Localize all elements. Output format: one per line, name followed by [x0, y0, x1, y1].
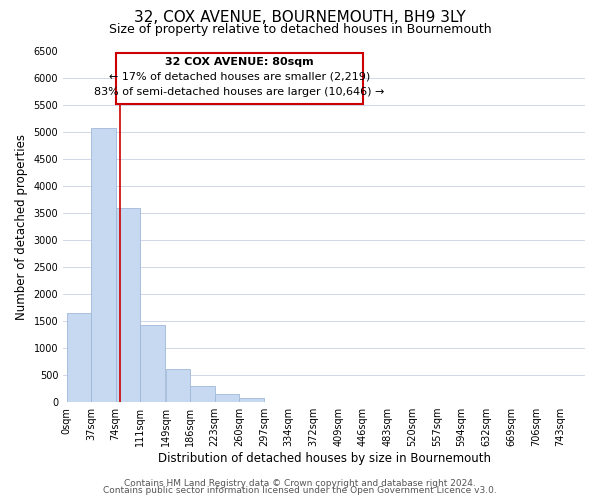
Bar [116, 208, 140, 402]
Bar [91, 128, 116, 402]
Bar [166, 369, 190, 402]
X-axis label: Distribution of detached houses by size in Bournemouth: Distribution of detached houses by size … [158, 452, 491, 465]
Text: 32, COX AVENUE, BOURNEMOUTH, BH9 3LY: 32, COX AVENUE, BOURNEMOUTH, BH9 3LY [134, 10, 466, 25]
Text: Contains public sector information licensed under the Open Government Licence v3: Contains public sector information licen… [103, 486, 497, 495]
Bar [67, 313, 91, 402]
Text: 32 COX AVENUE: 80sqm: 32 COX AVENUE: 80sqm [165, 57, 314, 67]
Bar [239, 398, 264, 402]
Bar [116, 52, 363, 104]
Text: Contains HM Land Registry data © Crown copyright and database right 2024.: Contains HM Land Registry data © Crown c… [124, 478, 476, 488]
Bar [190, 386, 215, 402]
Text: 83% of semi-detached houses are larger (10,646) →: 83% of semi-detached houses are larger (… [94, 87, 385, 97]
Bar [140, 326, 165, 402]
Text: ← 17% of detached houses are smaller (2,219): ← 17% of detached houses are smaller (2,… [109, 72, 370, 82]
Text: Size of property relative to detached houses in Bournemouth: Size of property relative to detached ho… [109, 22, 491, 36]
Y-axis label: Number of detached properties: Number of detached properties [15, 134, 28, 320]
Bar [215, 394, 239, 402]
